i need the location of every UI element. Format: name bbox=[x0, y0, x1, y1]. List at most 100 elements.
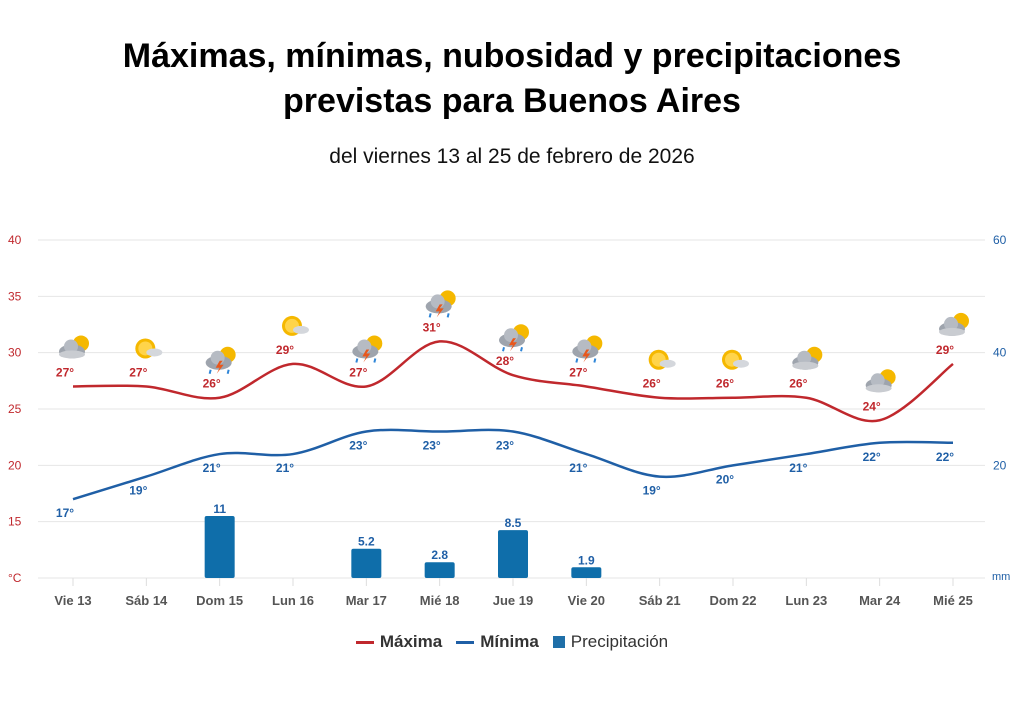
y-left-tick: 30 bbox=[8, 346, 22, 360]
title-line-1: Máximas, mínimas, nubosidad y precipitac… bbox=[122, 37, 902, 75]
chart-title: Máximas, mínimas, nubosidad y precipitac… bbox=[0, 34, 1024, 124]
x-tick-label: Dom 15 bbox=[196, 593, 243, 608]
max-label: 27° bbox=[569, 365, 587, 379]
y-left-tick: °C bbox=[8, 571, 22, 585]
min-label: 19° bbox=[643, 484, 661, 498]
icon-part bbox=[59, 350, 85, 359]
y-right-tick: 20 bbox=[993, 458, 1007, 472]
icon-part bbox=[509, 338, 517, 352]
x-tick-label: Dom 22 bbox=[710, 593, 757, 608]
max-line bbox=[72, 340, 954, 423]
title-line-2: previstas para Buenos Aires bbox=[283, 82, 741, 120]
legend: Máxima Mínima Precipitación bbox=[0, 632, 1024, 652]
icon-part bbox=[593, 358, 597, 363]
min-label: 23° bbox=[423, 439, 441, 453]
y-left-tick: 15 bbox=[8, 515, 22, 529]
legend-min[interactable]: Mínima bbox=[456, 632, 539, 652]
icon-part bbox=[146, 348, 163, 357]
max-label: 27° bbox=[349, 365, 367, 379]
precip-bar bbox=[498, 530, 528, 578]
cloudy-sun-icon bbox=[865, 369, 896, 393]
x-tick-label: Vie 13 bbox=[54, 593, 91, 608]
legend-max-label: Máxima bbox=[379, 632, 443, 651]
max-label: 27° bbox=[129, 365, 147, 379]
icon-part bbox=[659, 359, 676, 368]
icon-part bbox=[208, 369, 212, 374]
min-label: 22° bbox=[863, 450, 881, 464]
y-left-tick: 40 bbox=[8, 233, 22, 247]
storm-icon bbox=[425, 290, 456, 318]
icon-part bbox=[446, 313, 450, 318]
precip-bar bbox=[571, 567, 602, 578]
y-left-tick: 20 bbox=[8, 458, 22, 472]
icon-part bbox=[575, 358, 579, 363]
storm-icon bbox=[352, 335, 383, 363]
max-label: 28° bbox=[496, 354, 514, 368]
icon-part bbox=[870, 373, 885, 388]
min-label: 23° bbox=[349, 439, 367, 453]
y-right-unit: mm bbox=[992, 571, 1010, 583]
x-tick-label: Mié 25 bbox=[933, 593, 973, 608]
cloudy-sun-icon bbox=[939, 312, 969, 336]
min-label: 19° bbox=[129, 484, 147, 498]
icon-part bbox=[435, 304, 444, 318]
max-label: 31° bbox=[423, 320, 441, 334]
precip-label: 1.9 bbox=[578, 553, 595, 567]
x-tick-label: Sáb 21 bbox=[639, 593, 681, 608]
max-label: 24° bbox=[863, 399, 881, 413]
icon-part bbox=[210, 350, 225, 365]
chart-subtitle: del viernes 13 al 25 de febrero de 2026 bbox=[329, 145, 695, 168]
icon-part bbox=[944, 316, 958, 331]
icon-part bbox=[520, 346, 523, 352]
x-tick-label: Sáb 14 bbox=[125, 593, 168, 608]
icon-part bbox=[357, 339, 372, 354]
sun-cloud-icon bbox=[135, 338, 163, 359]
max-label: 29° bbox=[936, 343, 954, 357]
icon-part bbox=[226, 369, 230, 374]
min-label: 20° bbox=[716, 472, 734, 486]
legend-min-label: Mínima bbox=[480, 632, 539, 651]
x-tick-label: Lun 23 bbox=[785, 593, 827, 608]
icon-part bbox=[733, 359, 749, 368]
icon-part bbox=[373, 358, 377, 363]
x-tick-label: Mar 24 bbox=[859, 593, 901, 608]
icon-part bbox=[64, 339, 78, 354]
storm-icon bbox=[205, 346, 236, 374]
y-right-tick: 60 bbox=[993, 233, 1007, 247]
legend-min-swatch bbox=[456, 640, 475, 644]
x-tick-label: Jue 19 bbox=[493, 593, 533, 608]
legend-max[interactable]: Máxima bbox=[355, 632, 443, 652]
x-tick-label: Mié 18 bbox=[420, 593, 460, 608]
min-label: 23° bbox=[496, 439, 514, 453]
x-tick-label: Lun 16 bbox=[272, 593, 314, 608]
min-label: 21° bbox=[789, 461, 807, 475]
min-label: 17° bbox=[56, 506, 74, 520]
max-label: 26° bbox=[203, 377, 221, 391]
x-tick-label: Vie 20 bbox=[568, 593, 605, 608]
cloudy-sun-icon bbox=[792, 346, 823, 370]
min-label: 21° bbox=[569, 461, 587, 475]
icon-part bbox=[215, 360, 224, 374]
precip-label: 2.8 bbox=[431, 548, 448, 562]
legend-precip-swatch bbox=[552, 636, 565, 648]
legend-precip[interactable]: Precipitación bbox=[552, 632, 668, 652]
icon-part bbox=[582, 349, 591, 363]
sun-cloud-icon bbox=[282, 315, 309, 336]
min-label: 21° bbox=[203, 461, 221, 475]
precip-label: 11 bbox=[213, 502, 226, 516]
max-label: 26° bbox=[789, 377, 807, 391]
min-label: 21° bbox=[276, 461, 294, 475]
icon-part bbox=[792, 361, 819, 370]
icon-part bbox=[797, 350, 812, 365]
y-left-tick: 35 bbox=[8, 289, 22, 303]
y-left-tick: 25 bbox=[8, 402, 22, 416]
precip-bar bbox=[204, 516, 235, 578]
icon-part bbox=[577, 339, 592, 354]
storm-icon bbox=[499, 324, 529, 352]
precip-bar bbox=[351, 548, 382, 578]
sun-cloud-icon bbox=[722, 349, 749, 370]
max-label: 29° bbox=[276, 343, 294, 357]
precip-label: 5.2 bbox=[358, 535, 375, 549]
icon-part bbox=[430, 294, 445, 309]
icon-part bbox=[362, 349, 371, 363]
